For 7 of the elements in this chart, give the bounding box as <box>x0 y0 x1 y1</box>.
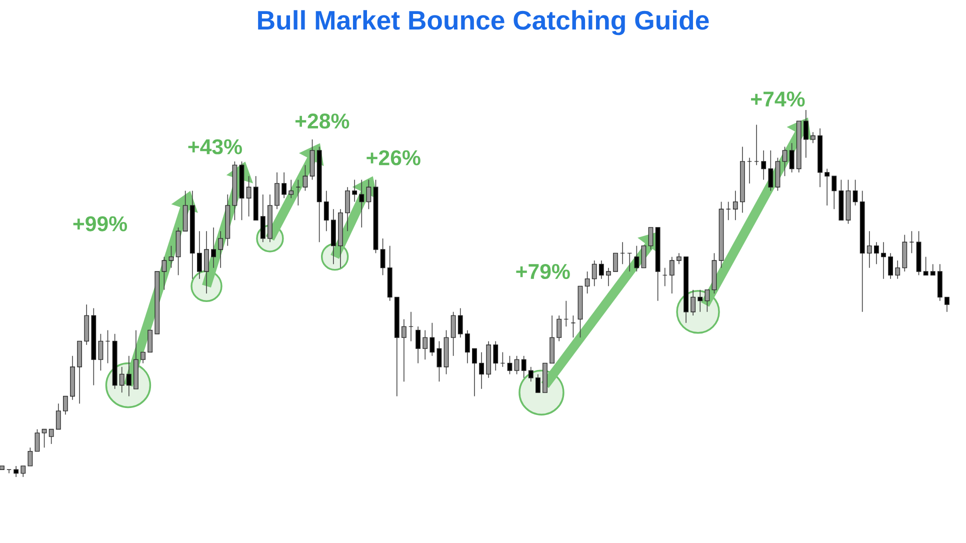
annotation: +26% <box>366 150 420 166</box>
annotation: +99% <box>73 216 128 232</box>
annotation: +28% <box>295 114 350 129</box>
annotation: +79% <box>516 264 570 280</box>
annotation: +43% <box>188 139 242 154</box>
chart-title: Bull Market Bounce Catching Guide <box>258 10 709 36</box>
text: +74% <box>751 92 805 107</box>
